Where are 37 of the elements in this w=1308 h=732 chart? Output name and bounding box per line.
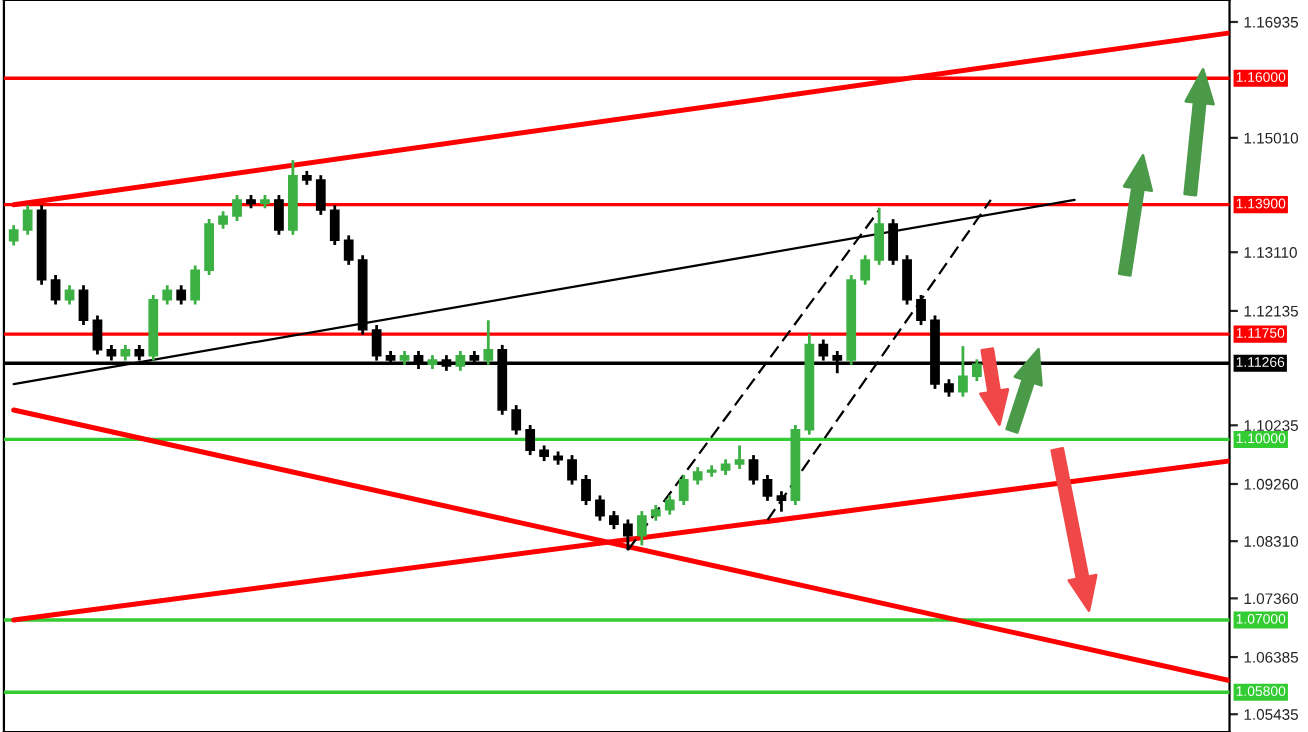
candlestick (678, 473, 689, 507)
candlestick (232, 193, 242, 223)
candlestick (581, 473, 591, 507)
candlestick (92, 314, 103, 356)
candlestick (609, 509, 619, 531)
candlestick (525, 423, 536, 457)
candlestick (8, 223, 19, 247)
candlestick (511, 403, 522, 437)
candlestick (483, 318, 494, 367)
candlestick (329, 203, 340, 247)
candlestick (860, 253, 871, 287)
candlestick (22, 203, 33, 237)
candlestick (958, 344, 968, 399)
candlestick (776, 489, 787, 514)
candlestick (874, 206, 885, 267)
candlestick (762, 473, 773, 503)
candlestick (78, 283, 89, 327)
candlestick (636, 509, 647, 547)
candlestick (567, 453, 577, 486)
candlestick (50, 273, 61, 306)
candlestick (176, 283, 187, 306)
candlestick (971, 357, 982, 383)
candlestick (190, 264, 201, 306)
candlestick (315, 173, 326, 217)
candlestick (902, 253, 912, 306)
candlestick (748, 453, 759, 486)
candlestick (162, 283, 173, 306)
candlestick (916, 293, 926, 327)
candlestick (64, 283, 75, 306)
candlestick (343, 233, 354, 267)
candlestick (204, 217, 215, 277)
candlestick (274, 193, 284, 237)
candlestick (888, 217, 898, 267)
candlestick (595, 494, 605, 523)
candlestick (664, 494, 675, 517)
candlestick (734, 444, 745, 471)
candlestick (455, 349, 466, 373)
